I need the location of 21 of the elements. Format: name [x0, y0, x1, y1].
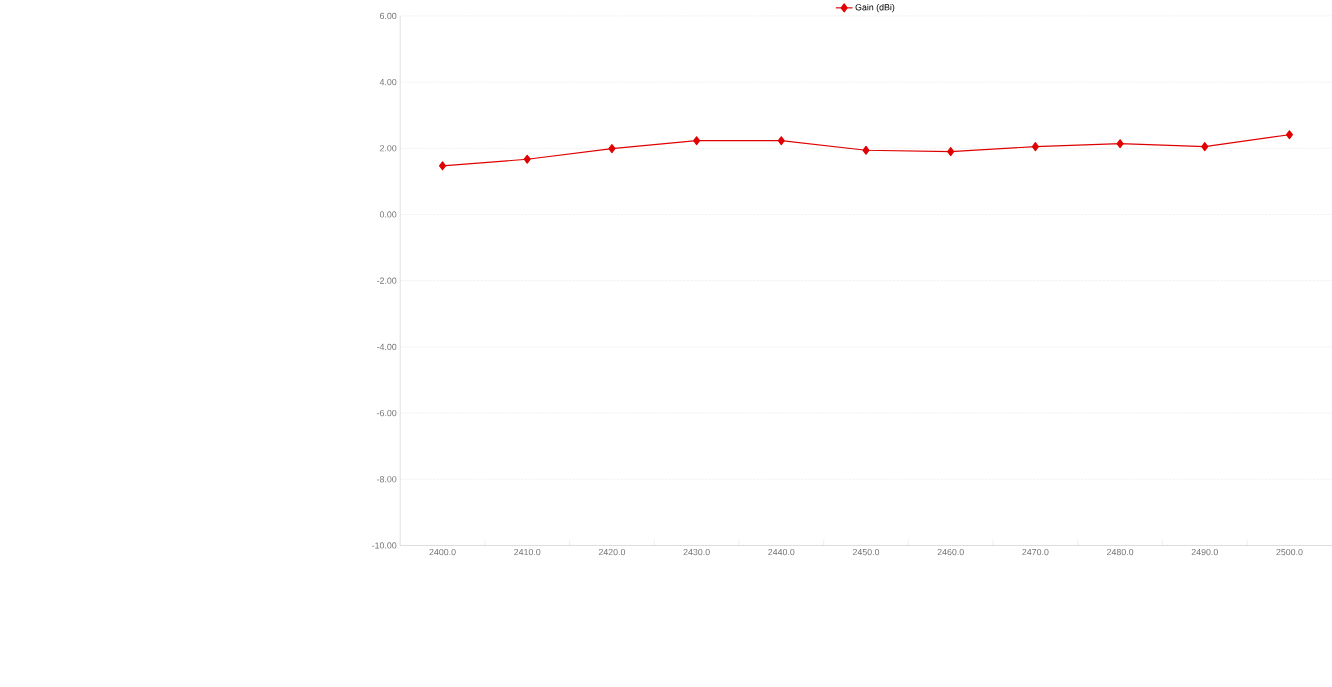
y-tick-label: -4.00 [377, 343, 397, 351]
x-tick-label: 2490.0 [1191, 548, 1218, 556]
x-tick-label: 2440.0 [768, 548, 795, 556]
y-tick-label: -6.00 [377, 409, 397, 417]
x-tick-label: 2400.0 [429, 548, 456, 556]
y-tick-label: 4.00 [379, 78, 397, 86]
y-tick-label: 0.00 [379, 211, 397, 218]
x-tick-label: 2480.0 [1107, 548, 1134, 556]
x-tick-label: 2430.0 [683, 548, 710, 556]
x-tick-label: 2450.0 [852, 548, 880, 556]
x-tick-label: 2500.0 [1276, 548, 1303, 556]
y-tick-label: -10.00 [372, 542, 397, 549]
y-tick-label: 6.00 [379, 12, 397, 20]
x-tick-label: 2460.0 [937, 548, 964, 556]
x-tick-label: 2470.0 [1022, 548, 1049, 556]
y-tick-label: -2.00 [377, 277, 397, 284]
x-tick-label: 2410.0 [514, 548, 541, 556]
legend-label: Gain (dBi) [855, 3, 895, 13]
y-tick-label: 2.00 [379, 145, 397, 152]
y-tick-label: -8.00 [377, 476, 397, 483]
x-tick-label: 2420.0 [598, 548, 626, 556]
